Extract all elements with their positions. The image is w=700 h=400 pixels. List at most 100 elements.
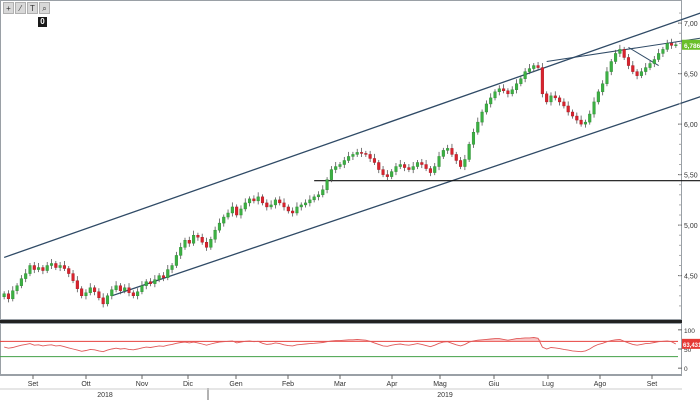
candle-up <box>437 156 441 167</box>
drawn-lines <box>3 11 700 297</box>
x-year-label: 2018 <box>97 392 113 399</box>
candle-down <box>359 152 364 154</box>
main-pane-border <box>0 0 682 320</box>
rsi-tick-label: 0 <box>684 366 688 373</box>
y-axis: 4,50 5,00 5,50 6,00 6,50 7,00 6,786 <box>678 12 700 307</box>
x-month-label: Apr <box>387 381 399 388</box>
candle-down <box>291 210 295 214</box>
candle-down <box>6 293 10 300</box>
candle-down <box>459 160 463 167</box>
candle-down <box>286 206 290 212</box>
x-month-label: Lug <box>542 381 554 388</box>
candle-down <box>71 273 75 281</box>
candle-up <box>601 83 605 93</box>
candle-down <box>377 162 381 170</box>
draw-line-icon[interactable]: ⁄ <box>15 2 26 14</box>
candle-up <box>15 285 19 291</box>
candle-down <box>75 280 79 289</box>
candle-down <box>385 174 389 177</box>
text-tool-icon[interactable]: T <box>27 2 38 14</box>
candle-down <box>62 265 66 269</box>
candle-up <box>321 189 325 196</box>
candle-up <box>88 287 92 293</box>
candle-up <box>213 229 217 240</box>
candle-up <box>256 196 260 202</box>
pane-divider[interactable] <box>0 320 682 323</box>
crosshair-icon[interactable]: + <box>3 2 14 14</box>
y-tick-label: 6,50 <box>684 72 698 79</box>
candle-down <box>235 206 239 216</box>
candle-up <box>588 113 592 123</box>
x-month-label: Set <box>28 381 39 388</box>
candle-down <box>54 263 58 268</box>
candle-down <box>570 111 575 117</box>
candle-up <box>222 216 226 224</box>
candle-up <box>415 162 420 167</box>
candle-up <box>484 103 488 113</box>
candle-up <box>166 269 170 278</box>
candle-up <box>661 49 665 54</box>
candle-up <box>441 150 445 157</box>
candle-down <box>80 288 84 297</box>
y-tick-label: 5,50 <box>684 173 698 180</box>
candle-up <box>489 97 493 105</box>
candle-up <box>325 179 329 190</box>
x-month-label: Set <box>647 381 658 388</box>
candle-up <box>136 291 140 297</box>
candle-down <box>622 49 626 58</box>
candle-down <box>502 88 506 92</box>
candle-down <box>536 65 540 68</box>
candle-up <box>226 212 230 218</box>
candle-up <box>192 235 196 244</box>
candle-up <box>523 71 527 79</box>
candle-down <box>368 154 372 159</box>
candle-down <box>424 164 428 169</box>
x-month-label: Ott <box>81 381 90 388</box>
candle-down <box>200 237 204 243</box>
candle-up <box>618 49 622 54</box>
candle-up <box>114 285 118 290</box>
candle-up <box>497 88 501 93</box>
candle-down <box>506 90 510 95</box>
candle-down <box>278 199 282 204</box>
candle-up <box>299 204 303 208</box>
channel-upper-line[interactable] <box>3 11 700 259</box>
candle-up <box>605 71 609 84</box>
candle-down <box>32 265 36 270</box>
annotation-count-badge[interactable]: 0 <box>38 17 47 27</box>
candle-up <box>217 222 221 231</box>
candle-down <box>127 287 131 293</box>
candle-up <box>243 202 247 210</box>
candle-down <box>450 148 454 155</box>
candle-down <box>364 153 368 155</box>
candle-up <box>398 164 402 167</box>
candle-up <box>390 171 394 177</box>
candle-up <box>338 164 342 167</box>
zoom-icon[interactable]: ⌕ <box>39 2 50 14</box>
trend-line[interactable] <box>546 37 700 63</box>
candle-up <box>295 206 299 214</box>
candle-up <box>609 61 613 72</box>
candle-up <box>411 166 415 170</box>
channel-lower-line[interactable] <box>111 95 700 297</box>
candle-down <box>149 281 153 284</box>
candle-up <box>665 43 669 50</box>
candle-up <box>510 89 514 95</box>
candle-down <box>187 240 191 244</box>
candle-up <box>273 199 277 206</box>
candles <box>2 38 678 308</box>
candle-up <box>652 59 656 64</box>
candle-down <box>161 275 165 278</box>
candle-down <box>67 268 71 274</box>
last-price-badge <box>682 39 700 50</box>
x-month-label: Mar <box>334 381 347 388</box>
candle-up <box>153 279 157 284</box>
candle-up <box>433 166 437 173</box>
candle-up <box>144 281 148 286</box>
candle-up <box>308 199 312 204</box>
candle-up <box>527 68 531 72</box>
candle-down <box>403 164 407 168</box>
rsi-line <box>4 337 677 353</box>
candle-up <box>657 53 661 60</box>
